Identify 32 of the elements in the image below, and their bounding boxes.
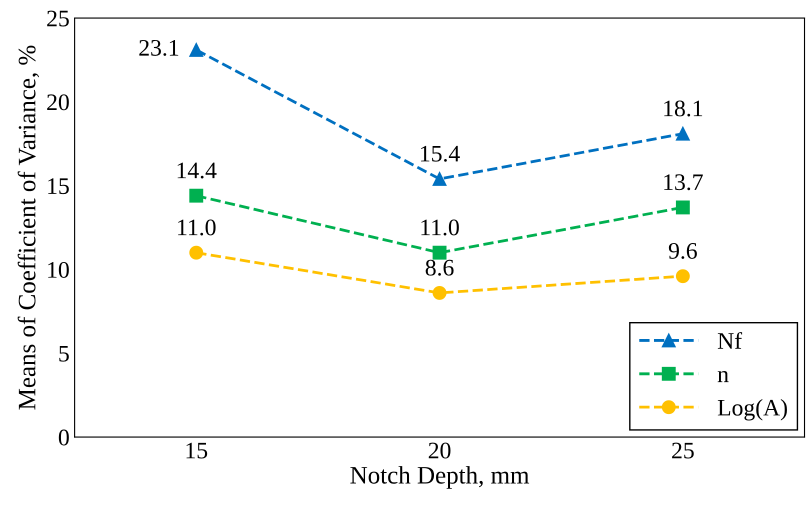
y-tick-label: 10 xyxy=(48,262,69,278)
legend-label: n xyxy=(718,370,729,382)
y-axis-title: Means of Coefficient of Variance, % xyxy=(18,46,40,410)
point xyxy=(432,172,447,186)
data-label: 11.0 xyxy=(421,219,459,236)
point xyxy=(189,188,204,203)
data-label: 14.4 xyxy=(178,162,217,179)
y-tick-label: 25 xyxy=(47,10,69,26)
point xyxy=(432,246,447,260)
x-tick-label: 25 xyxy=(672,442,694,459)
data-label: 9.6 xyxy=(668,242,697,259)
data-label: 11.0 xyxy=(178,219,216,236)
x-tick-label: 15 xyxy=(186,442,208,459)
y-tick-label: 20 xyxy=(47,94,69,110)
point xyxy=(676,269,690,284)
data-label: 18.1 xyxy=(664,100,702,117)
y-tick-label: 5 xyxy=(59,346,69,362)
data-label: 23.1 xyxy=(139,40,178,56)
y-tick-label: 15 xyxy=(48,178,69,194)
point xyxy=(189,42,204,57)
data-label: 13.7 xyxy=(664,174,703,190)
legend-label: Log(A) xyxy=(718,399,787,421)
legend-label: Nf xyxy=(718,332,742,349)
x-tick-label: 20 xyxy=(428,442,450,459)
x-axis-title: Notch Depth, mm xyxy=(350,466,530,489)
point xyxy=(189,246,204,260)
y-tick-label: 0 xyxy=(58,430,69,446)
data-label: 15.4 xyxy=(420,146,460,162)
point xyxy=(432,286,447,300)
point xyxy=(676,126,690,141)
point xyxy=(676,200,690,214)
data-label: 8.6 xyxy=(426,260,454,276)
